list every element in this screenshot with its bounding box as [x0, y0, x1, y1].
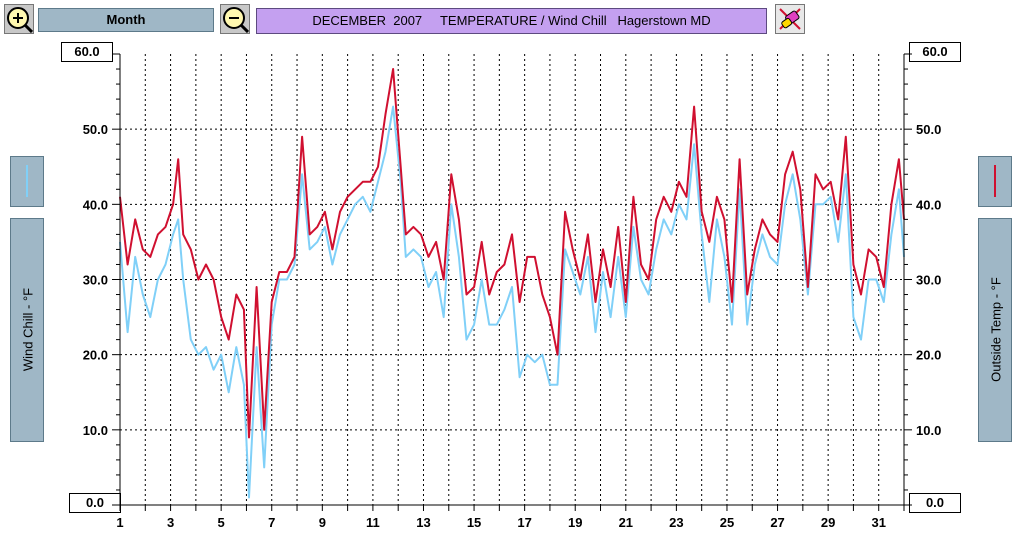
- right-axis-tick-label: 10.0: [916, 423, 941, 438]
- left-axis-min-box: 0.0: [69, 493, 121, 513]
- left-axis-label-panel: Wind Chill - °F: [10, 218, 44, 442]
- x-axis-tick-label: 19: [568, 515, 582, 530]
- left-axis-tick-label: 50.0: [83, 122, 108, 137]
- left-axis-tick-label: 30.0: [83, 273, 108, 288]
- wind-chill-swatch-icon: [26, 165, 28, 197]
- chart-title: DECEMBER 2007 TEMPERATURE / Wind Chill H…: [256, 8, 767, 34]
- left-axis-tick-label: 40.0: [83, 197, 108, 212]
- x-axis-tick-label: 23: [669, 515, 683, 530]
- x-axis-tick-label: 31: [871, 515, 885, 530]
- right-axis-min-box: 0.0: [909, 493, 961, 513]
- x-axis-tick-label: 7: [268, 515, 275, 530]
- clear-button[interactable]: [775, 4, 805, 34]
- outside-temp-legend-swatch[interactable]: [978, 156, 1012, 207]
- left-axis-max-box: 60.0: [61, 42, 113, 62]
- x-axis-tick-label: 13: [416, 515, 430, 530]
- outside-temp-swatch-icon: [994, 165, 996, 197]
- wind-chill-legend-swatch[interactable]: [10, 156, 44, 207]
- x-axis-tick-label: 25: [720, 515, 734, 530]
- x-axis-tick-label: 9: [319, 515, 326, 530]
- x-axis-tick-label: 5: [218, 515, 225, 530]
- right-axis-label-panel: Outside Temp - °F: [978, 218, 1012, 442]
- right-axis-max-box: 60.0: [909, 42, 961, 62]
- x-axis-tick-label: 29: [821, 515, 835, 530]
- x-axis-tick-label: 27: [770, 515, 784, 530]
- x-axis-tick-label: 11: [366, 515, 380, 530]
- zoom-in-icon: [7, 7, 34, 34]
- x-axis-tick-label: 15: [467, 515, 481, 530]
- period-selector[interactable]: Month: [38, 8, 214, 32]
- x-axis-tick-label: 3: [167, 515, 174, 530]
- wind-chill-series-line: [119, 105, 905, 499]
- right-axis-tick-label: 50.0: [916, 122, 941, 137]
- x-axis-tick-label: 17: [517, 515, 531, 530]
- zoom-in-button[interactable]: [4, 4, 34, 34]
- right-axis-tick-label: 40.0: [916, 197, 941, 212]
- eraser-icon: [779, 8, 801, 30]
- zoom-out-icon: [223, 7, 250, 34]
- x-axis-tick-label: 1: [116, 515, 123, 530]
- left-axis-tick-label: 20.0: [83, 348, 108, 363]
- x-axis-tick-label: 21: [619, 515, 633, 530]
- right-axis-tick-label: 30.0: [916, 273, 941, 288]
- right-axis-tick-label: 20.0: [916, 348, 941, 363]
- outside-temp-series-line: [119, 68, 905, 439]
- left-axis-tick-label: 10.0: [83, 423, 108, 438]
- zoom-out-button[interactable]: [220, 4, 250, 34]
